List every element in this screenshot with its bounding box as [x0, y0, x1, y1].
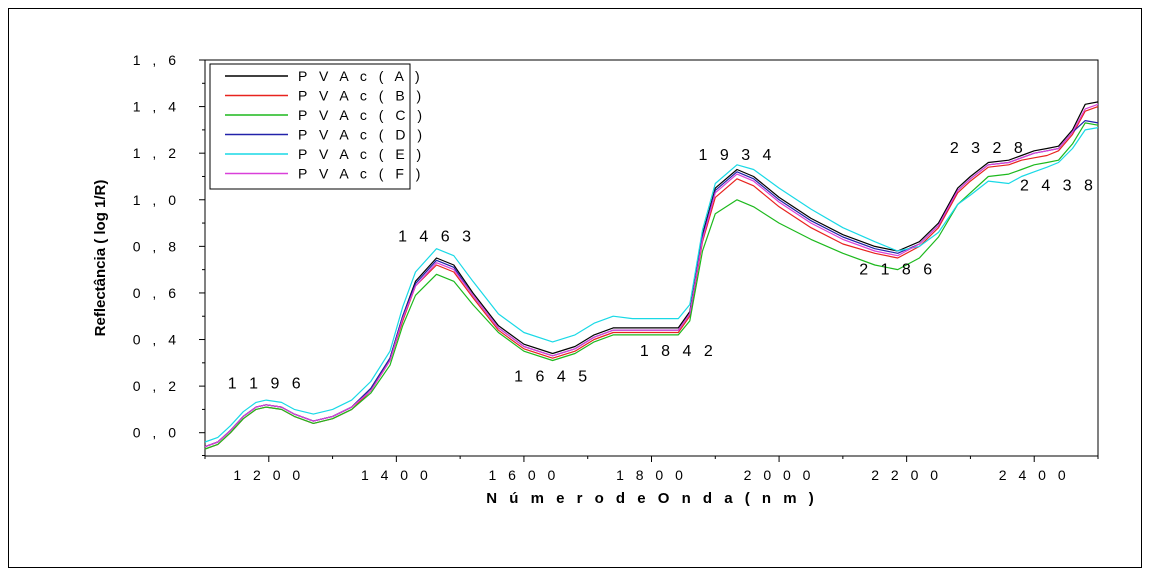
x-tick-label: 1 8 0 0 — [616, 467, 687, 483]
series-line-e — [204, 127, 1099, 443]
x-tick-label: 1 4 0 0 — [361, 467, 432, 483]
peak-label: 1 6 4 5 — [514, 368, 591, 385]
y-tick-label: 1 , 6 — [133, 52, 180, 68]
x-tick-label: 2 2 0 0 — [871, 467, 942, 483]
legend-label: P V A c ( B ) — [298, 88, 425, 104]
nir-spectra-chart: 0 , 0 0 , 2 0 , 4 0 , 6 0 , 8 1 , 0 1 , 2 1 , 4… — [92, 52, 1099, 507]
series-line-c — [204, 122, 1099, 450]
peak-label: 1 4 6 3 — [398, 229, 475, 246]
peak-label: 2 1 8 6 — [859, 261, 936, 278]
y-tick-label: 0 , 6 — [133, 285, 180, 301]
y-tick-label: 1 , 4 — [133, 99, 180, 115]
peak-label: 1 8 4 2 — [640, 343, 717, 360]
x-tick-label: 2 0 0 0 — [744, 467, 815, 483]
peak-label: 1 9 3 4 — [699, 147, 776, 164]
legend-label: P V A c ( A ) — [298, 68, 424, 84]
legend-label: P V A c ( C ) — [298, 107, 426, 123]
y-tick-label: 0 , 8 — [133, 238, 180, 254]
legend-box — [209, 63, 411, 190]
legend-label: P V A c ( E ) — [298, 146, 425, 162]
y-tick-label: 0 , 2 — [133, 378, 180, 394]
y-axis-title: Reflectância ( log 1/R) — [92, 180, 109, 337]
x-tick-label: 2 4 0 0 — [999, 467, 1070, 483]
y-tick-label: 0 , 0 — [133, 425, 180, 441]
peak-label: 1 1 9 6 — [228, 375, 305, 392]
axes-layer: 0 , 0 0 , 2 0 , 4 0 , 6 0 , 8 1 , 0 1 , 2 1 , 4… — [133, 52, 1099, 483]
legend: P V A c ( A ) P V A c ( B ) P V A c ( C ) P… — [209, 63, 426, 190]
y-tick-label: 1 , 0 — [133, 192, 180, 208]
series-line-f — [204, 103, 1099, 448]
annotations-layer: 1 1 9 6 1 4 6 3 1 6 4 5 1 8 4 2 1 9 3 4 2 1 8… — [228, 140, 1097, 392]
series-layer — [204, 101, 1099, 450]
legend-label: P V A c ( F ) — [298, 166, 424, 182]
x-tick-label: 1 2 0 0 — [233, 467, 304, 483]
y-tick-label: 1 , 2 — [133, 145, 180, 161]
y-tick-label: 0 , 4 — [133, 332, 180, 348]
x-tick-label: 1 6 0 0 — [489, 467, 560, 483]
peak-label: 2 4 3 8 — [1020, 177, 1097, 194]
x-axis-title: N ú m e r o d e O n d a ( n m ) — [486, 490, 818, 507]
legend-label: P V A c ( D ) — [298, 127, 426, 143]
peak-label: 2 3 2 8 — [950, 140, 1027, 157]
